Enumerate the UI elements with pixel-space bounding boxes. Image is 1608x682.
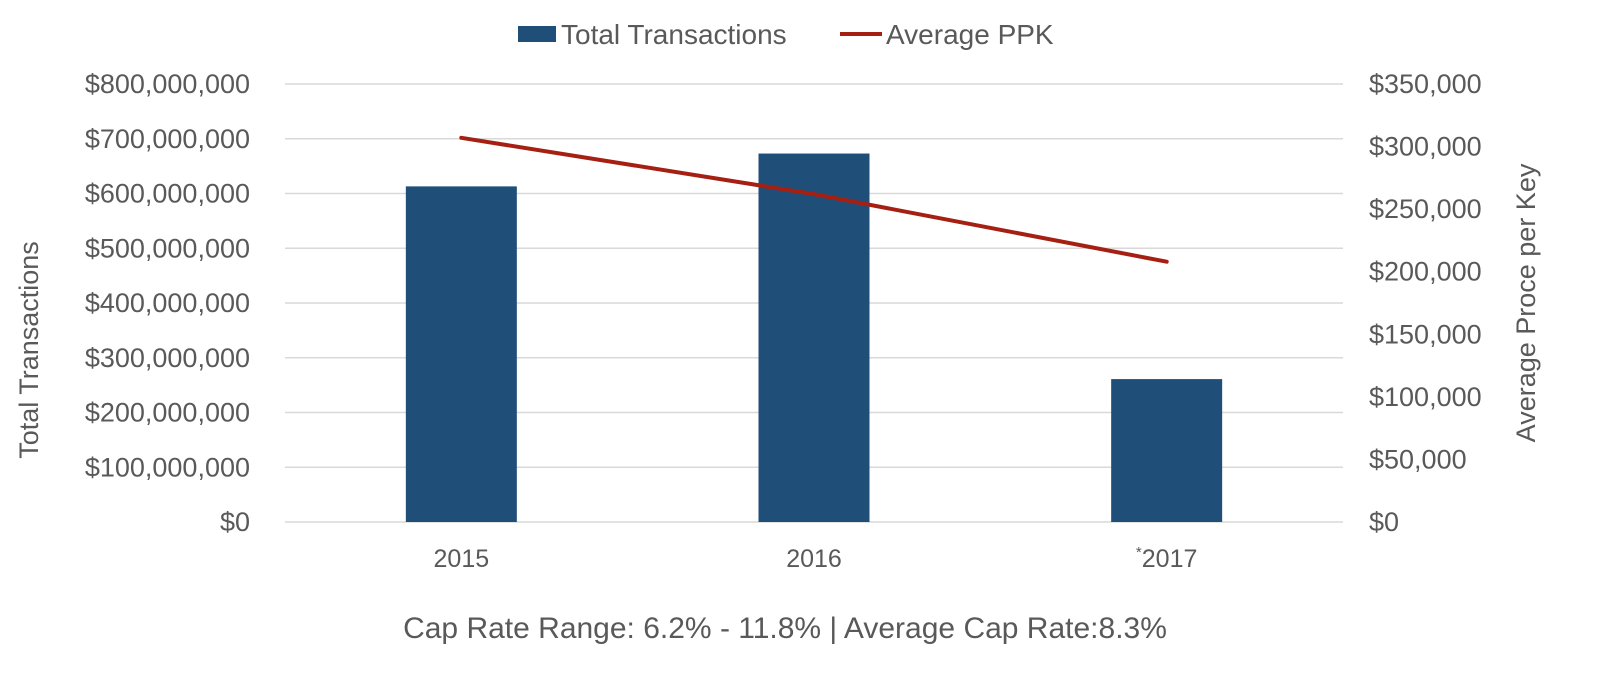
bar-2015: [405, 186, 517, 522]
y-tick-label-right: $150,000: [1369, 319, 1482, 349]
y-tick-label-left: $500,000,000: [85, 233, 250, 263]
y-axis-title-left: Total Transactions: [14, 241, 44, 459]
x-tick-marker: *: [1136, 544, 1142, 561]
x-tick-label: *2017: [1136, 544, 1197, 573]
legend: Total Transactions Average PPK: [518, 19, 1054, 50]
y-tick-label-right: $200,000: [1369, 257, 1482, 287]
y-tick-label-right: $250,000: [1369, 194, 1482, 224]
y-tick-label-right: $50,000: [1369, 444, 1467, 474]
y-tick-label-left: $700,000,000: [85, 124, 250, 154]
y-tick-label-left: $200,000,000: [85, 398, 250, 428]
x-axis-ticks: 2015 2016 *2017: [434, 544, 1198, 573]
y-tick-label-left: $300,000,000: [85, 343, 250, 373]
legend-label-total-transactions: Total Transactions: [561, 19, 787, 50]
y-axis-title-right: Average Proce per Key: [1511, 163, 1541, 442]
y-tick-label-right: $0: [1369, 507, 1399, 537]
bar-2017: [1111, 379, 1223, 522]
y-tick-label-left: $100,000,000: [85, 452, 250, 482]
legend-label-average-ppk: Average PPK: [886, 19, 1054, 50]
y-tick-label-right: $300,000: [1369, 132, 1482, 162]
x-tick-year: 2017: [1142, 545, 1198, 573]
y-tick-label-left: $600,000,000: [85, 179, 250, 209]
cap-rate-caption: Cap Rate Range: 6.2% - 11.8% | Average C…: [403, 612, 1167, 645]
y-tick-label-right: $350,000: [1369, 69, 1482, 99]
y-tick-label-left: $800,000,000: [85, 69, 250, 99]
y-tick-label-left: $400,000,000: [85, 288, 250, 318]
x-tick-label: 2015: [434, 545, 490, 573]
right-axis-ticks: $0 $50,000 $100,000 $150,000 $200,000 $250,00…: [1369, 69, 1482, 537]
left-axis-ticks: $0 $100,000,000 $200,000,000 $300,000,000 $4…: [85, 69, 250, 537]
ppk-polyline: [459, 135, 1169, 264]
bars: [405, 153, 1223, 522]
y-tick-label-left: $0: [220, 507, 250, 537]
y-tick-label-right: $100,000: [1369, 382, 1482, 412]
legend-swatch-total-transactions: [518, 26, 556, 42]
bar-2016: [758, 153, 870, 522]
x-tick-label: 2016: [786, 545, 842, 573]
ppk-line: [459, 135, 1169, 264]
